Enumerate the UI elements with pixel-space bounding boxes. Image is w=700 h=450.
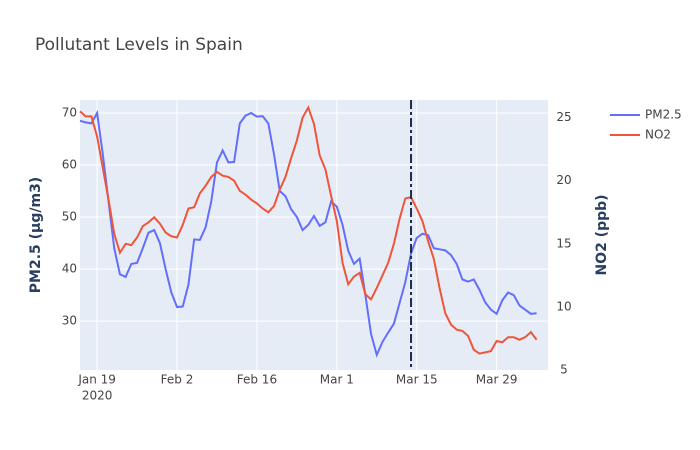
y2-tick-label: 10 xyxy=(556,299,571,313)
x-tick-label: Mar 15 xyxy=(396,373,438,387)
y-axis-title: PM2.5 (µg/m3) xyxy=(28,177,44,293)
x-year-label: 2020 xyxy=(82,389,113,403)
x-tick-label: Jan 19 xyxy=(77,373,116,387)
y2-tick-label: 25 xyxy=(556,110,571,124)
chart-title: Pollutant Levels in Spain xyxy=(35,35,243,55)
y-tick-label: 60 xyxy=(62,158,77,172)
y-tick-label: 50 xyxy=(62,210,77,224)
legend-label: NO2 xyxy=(645,128,671,142)
data-line xyxy=(79,109,537,358)
y2-tick-label: 20 xyxy=(556,173,571,187)
y-tick-label: 30 xyxy=(62,314,77,328)
x-tick-label: Mar 1 xyxy=(320,373,354,387)
x-tick-label: Mar 29 xyxy=(476,373,518,387)
plot-area xyxy=(80,100,548,370)
y-tick-label: 70 xyxy=(62,106,77,120)
legend-label: PM2.5 xyxy=(645,108,682,122)
x-tick-label: Feb 2 xyxy=(161,373,194,387)
x-tick-label: Feb 16 xyxy=(237,373,277,387)
y-tick-label: 40 xyxy=(62,262,77,276)
y2-axis-title: NO2 (ppb) xyxy=(594,194,610,275)
y2-tick-label: 5 xyxy=(560,363,568,377)
y2-tick-label: 15 xyxy=(556,236,571,250)
data-line xyxy=(79,105,538,355)
